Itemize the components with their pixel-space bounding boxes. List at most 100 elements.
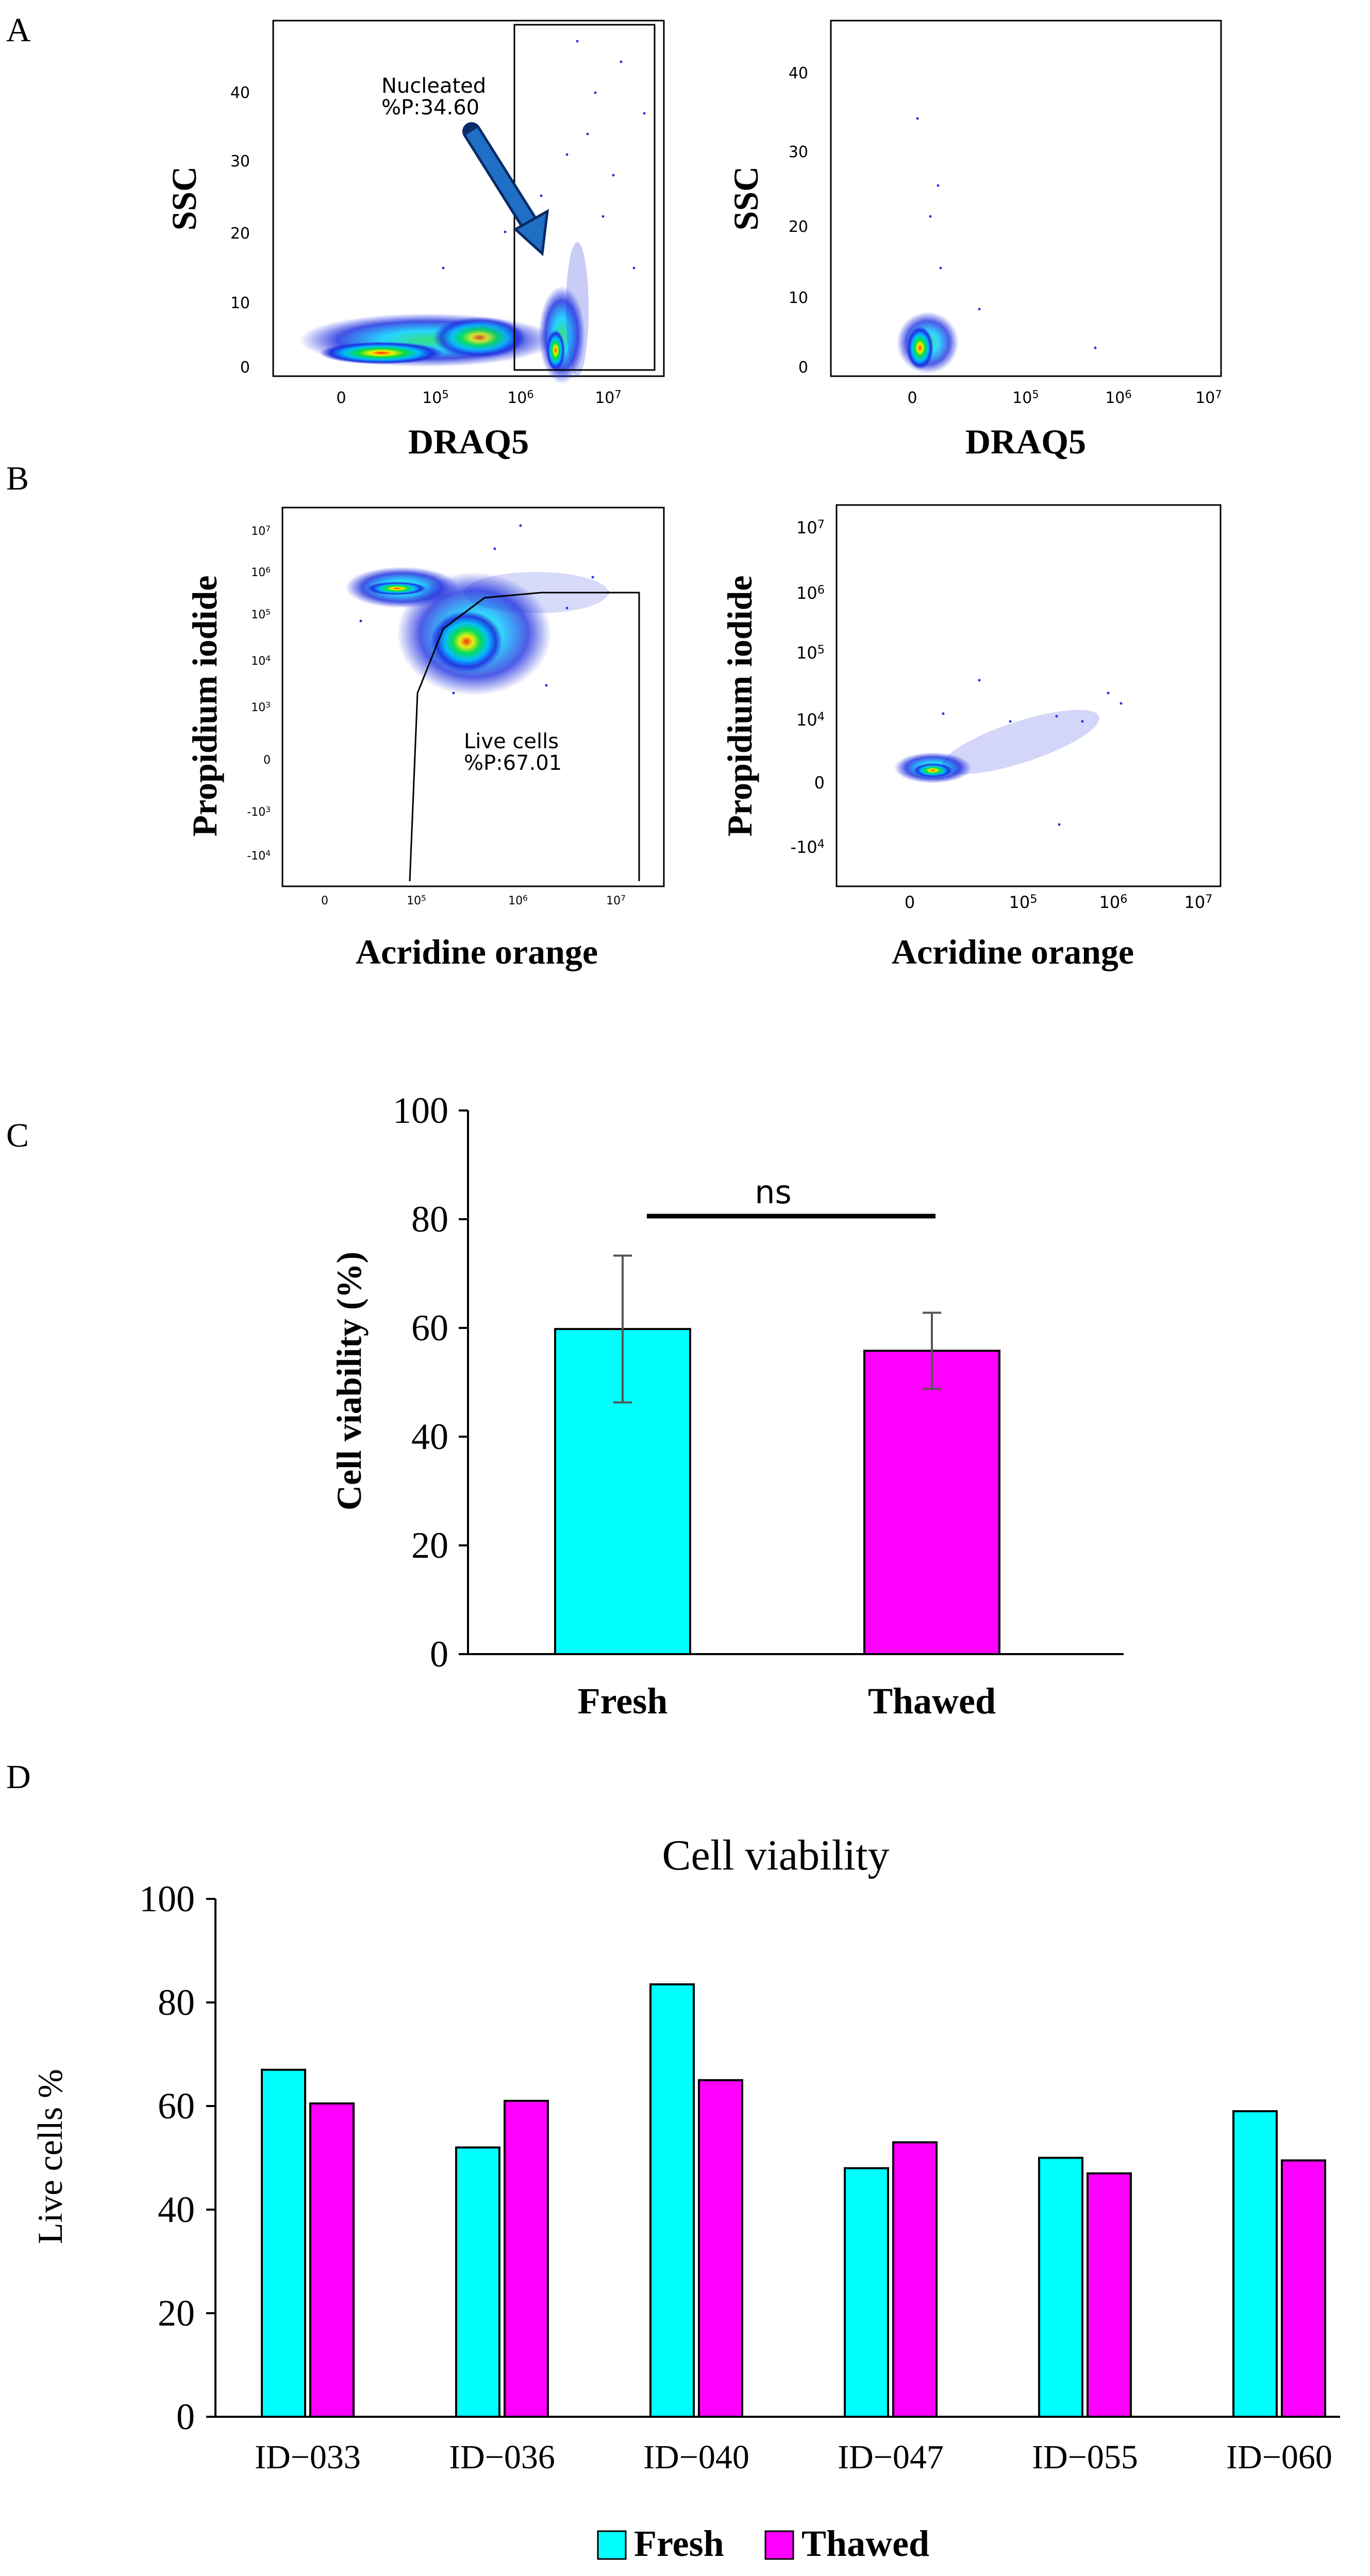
svg-text:104: 104	[796, 710, 825, 730]
svg-text:107: 107	[606, 894, 626, 907]
live-cells-gate	[409, 592, 640, 882]
svg-text:30: 30	[230, 153, 250, 171]
y-axis-label: Live cells %	[30, 2069, 70, 2244]
y-tick-label: 0	[176, 2396, 195, 2437]
bar-thawed	[892, 2141, 938, 2418]
svg-text:0: 0	[336, 389, 346, 407]
svg-text:0: 0	[240, 359, 250, 377]
y-tick-label: 80	[411, 1199, 448, 1240]
scatter-dots	[916, 117, 1097, 349]
x-category-label: Fresh	[578, 1680, 668, 1722]
flow-plot-b-right: -104 0 104 105 106 107 0 105 106 107 Acr…	[720, 504, 1222, 971]
svg-text:105: 105	[796, 643, 825, 663]
svg-text:30: 30	[789, 143, 808, 161]
svg-text:105: 105	[407, 894, 426, 907]
legend: Fresh Thawed	[597, 2523, 929, 2564]
gate-percent: %P:34.60	[381, 96, 479, 120]
svg-text:107: 107	[1184, 893, 1213, 912]
panel-label-a: A	[6, 11, 31, 49]
x-category-label: ID−060	[1226, 2438, 1332, 2476]
dot-cloud	[345, 567, 608, 696]
y-tick-labels: -104 0 104 105 106 107	[790, 518, 825, 857]
y-tick-label: 0	[430, 1634, 448, 1675]
legend-label-fresh: Fresh	[634, 2523, 724, 2564]
x-tick-labels: 0 105 106 107	[905, 893, 1213, 912]
y-tick-labels: 0 10 20 30 40	[230, 84, 250, 377]
chart-title: Cell viability	[662, 1831, 890, 1879]
bar-thawed	[863, 1350, 1000, 1656]
svg-text:107: 107	[796, 518, 825, 537]
svg-text:106: 106	[1105, 389, 1132, 407]
x-tick-labels: 0 105 106 107	[907, 389, 1222, 407]
bar-fresh	[649, 1983, 695, 2418]
bar-fresh	[1038, 2157, 1083, 2418]
svg-text:0: 0	[907, 389, 917, 407]
gate-label: Nucleated	[381, 74, 486, 98]
panel-label-c: C	[6, 1117, 29, 1154]
svg-text:20: 20	[230, 225, 250, 243]
gate-percent: %P:67.01	[464, 751, 562, 775]
x-category-label: ID−036	[449, 2438, 555, 2476]
panel-label-b: B	[6, 460, 29, 497]
y-tick-label: 20	[411, 1525, 448, 1566]
svg-text:-104: -104	[247, 849, 271, 863]
svg-text:0: 0	[905, 893, 915, 912]
y-ticks: 0 20 40 60 80 100	[393, 1090, 468, 1675]
x-category-label: ID−047	[838, 2438, 944, 2476]
svg-text:103: 103	[251, 700, 271, 714]
bar-thawed	[504, 2099, 549, 2418]
svg-text:10: 10	[789, 289, 808, 307]
scatter-dots	[942, 679, 1123, 826]
y-axis-label: Cell viability (%)	[329, 1252, 369, 1510]
panel-label-d: D	[6, 1758, 31, 1796]
x-category-label: Thawed	[868, 1680, 996, 1722]
y-tick-labels: -104 -103 0 103 104 105 106 107	[247, 524, 271, 863]
flow-plot-b-left: Live cells %P:67.01 -104 -103 0 103 104 …	[185, 507, 665, 971]
svg-text:105: 105	[1012, 389, 1039, 407]
x-axis-label: Acridine orange	[892, 932, 1134, 971]
bar-fresh	[261, 2068, 306, 2418]
x-category-label: ID−040	[643, 2438, 749, 2476]
svg-text:107: 107	[1195, 389, 1222, 407]
y-tick-label: 60	[411, 1307, 448, 1349]
svg-text:105: 105	[422, 389, 449, 407]
bar-thawed	[1281, 2159, 1326, 2418]
svg-text:106: 106	[796, 583, 825, 603]
y-tick-label: 80	[158, 1982, 195, 2023]
dot-cloud	[897, 312, 959, 374]
svg-text:104: 104	[251, 654, 271, 668]
x-tick-labels: 0 105 106 107	[321, 894, 626, 907]
y-axis-label: SSC	[726, 166, 765, 231]
svg-text:0: 0	[814, 773, 825, 793]
plot-frame	[281, 507, 665, 887]
svg-text:40: 40	[789, 64, 808, 82]
y-axis-label: Propidium iodide	[720, 576, 759, 837]
significance-label: ns	[755, 1173, 792, 1211]
svg-text:107: 107	[251, 524, 271, 538]
y-tick-label: 100	[139, 1878, 195, 1920]
bar-thawed	[1087, 2172, 1132, 2418]
y-tick-label: 20	[158, 2293, 195, 2334]
flow-plot-a-right: 0 10 20 30 40 0 105 106 107 DRAQ5 SSC	[726, 20, 1222, 461]
y-tick-label: 40	[158, 2189, 195, 2230]
svg-text:20: 20	[789, 218, 808, 236]
svg-text:-104: -104	[790, 837, 825, 857]
svg-text:40: 40	[230, 84, 250, 102]
bars: Fresh Thawed	[554, 1254, 1000, 1722]
bar-thawed	[309, 2102, 355, 2418]
y-axis-label: Propidium iodide	[185, 576, 224, 837]
y-tick-labels: 0 10 20 30 40	[789, 64, 808, 377]
x-axis-label: Acridine orange	[356, 932, 598, 971]
svg-text:106: 106	[508, 894, 528, 907]
y-ticks: 0 20 40 60 80 100	[139, 1878, 215, 2437]
x-axis-label: DRAQ5	[965, 422, 1086, 461]
svg-text:0: 0	[321, 895, 328, 907]
y-tick-label: 60	[158, 2085, 195, 2127]
x-category-label: ID−033	[255, 2438, 361, 2476]
bar-fresh	[455, 2146, 500, 2418]
significance-marker: ns	[647, 1173, 935, 1219]
dot-cloud	[894, 710, 1099, 783]
bars: ID−033 ID−036 ID−040 ID−047 ID−055 ID−060	[255, 1983, 1332, 2476]
gate-arrow	[462, 122, 549, 257]
